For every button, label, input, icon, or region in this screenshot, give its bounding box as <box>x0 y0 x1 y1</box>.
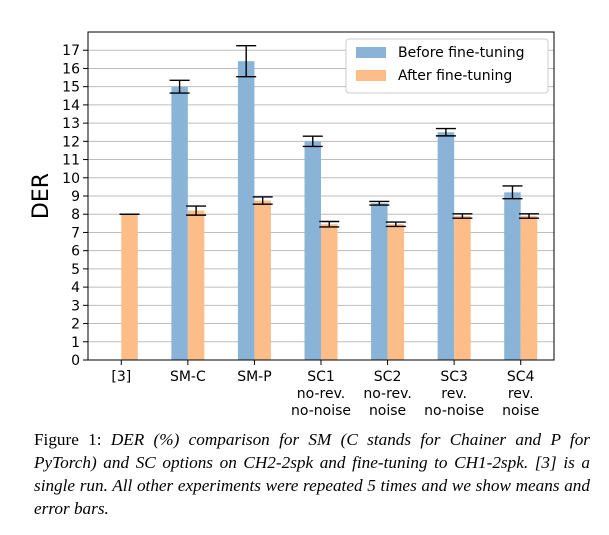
y-tick-label: 4 <box>71 280 80 296</box>
y-tick-label: 3 <box>71 298 80 314</box>
x-tick-label: SC4 <box>507 369 535 385</box>
bars <box>121 61 538 361</box>
legend-swatch-before <box>356 47 386 58</box>
x-axis-ticks: [3] SM-C SM-P SC1no-rev.no-noiseSC2no-rev.n… <box>111 360 539 419</box>
bar-before-fine-tuning <box>437 132 455 360</box>
x-tick-label: noise <box>502 403 539 419</box>
x-tick-label: no-noise <box>291 403 351 419</box>
y-tick-label: 7 <box>71 225 80 241</box>
legend-label-after: After fine-tuning <box>398 68 512 84</box>
error-bar <box>252 196 273 205</box>
error-bar <box>186 205 207 216</box>
bar-after-fine-tuning <box>254 200 271 360</box>
bar-after-fine-tuning <box>187 210 205 360</box>
figure-caption: Figure 1: DER (%) comparison for SM (C s… <box>34 428 590 520</box>
x-tick-label: no-rev. <box>363 386 411 402</box>
y-tick-label: 16 <box>62 61 80 77</box>
bar-after-fine-tuning <box>454 216 471 360</box>
bar-before-fine-tuning <box>504 192 521 360</box>
x-tick-label: SM-P <box>237 369 271 385</box>
y-tick-label: 13 <box>62 116 80 132</box>
x-tick-label: SC1 <box>307 369 335 385</box>
y-tick-label: 10 <box>62 171 80 187</box>
bar-after-fine-tuning <box>520 216 538 360</box>
bar-before-fine-tuning <box>304 141 321 360</box>
error-bar <box>236 44 257 78</box>
y-tick-label: 2 <box>71 317 80 333</box>
y-tick-label: 5 <box>71 262 80 278</box>
bar-before-fine-tuning <box>171 86 188 361</box>
bar-before-fine-tuning <box>371 203 388 360</box>
error-bar <box>502 185 523 200</box>
x-tick-label: SC2 <box>374 369 402 385</box>
error-bar <box>369 200 390 206</box>
y-tick-label: 15 <box>62 80 80 96</box>
y-tick-label: 6 <box>71 244 80 260</box>
x-tick-label: SC3 <box>440 369 468 385</box>
legend-swatch-after <box>356 70 386 81</box>
error-bar <box>302 135 323 148</box>
x-tick-label: no-noise <box>424 403 484 419</box>
y-tick-label: 0 <box>71 353 80 369</box>
y-tick-label: 1 <box>71 335 80 351</box>
caption-lead: Figure 1: <box>34 430 111 449</box>
caption-body: DER (%) comparison for SM (C stands for … <box>34 430 590 518</box>
error-bar <box>452 213 473 219</box>
error-bar <box>385 221 406 228</box>
error-bars <box>119 44 539 228</box>
bar-after-fine-tuning <box>121 214 138 360</box>
bar-after-fine-tuning <box>387 224 405 360</box>
error-bar <box>435 127 456 137</box>
x-tick-label: SM-C <box>170 369 206 385</box>
x-tick-label: noise <box>369 403 406 419</box>
x-tick-label: [3] <box>111 369 131 385</box>
error-bar <box>518 213 539 219</box>
legend-label-before: Before fine-tuning <box>398 45 524 61</box>
y-tick-label: 9 <box>71 189 80 205</box>
y-tick-label: 11 <box>62 153 80 169</box>
y-tick-label: 14 <box>62 98 80 114</box>
x-tick-label: rev. <box>508 386 534 402</box>
legend: Before fine-tuning After fine-tuning <box>345 38 549 94</box>
y-tick-label: 12 <box>62 134 80 150</box>
y-tick-label: 17 <box>62 43 80 59</box>
bar-before-fine-tuning <box>237 61 255 361</box>
error-bar <box>169 79 190 94</box>
y-tick-label: 8 <box>71 207 80 223</box>
y-axis-label: DER <box>29 173 54 219</box>
error-bar <box>319 220 340 228</box>
bar-after-fine-tuning <box>321 224 338 360</box>
x-tick-label: rev. <box>441 386 467 402</box>
x-tick-label: no-rev. <box>297 386 345 402</box>
legend-box <box>345 38 549 94</box>
